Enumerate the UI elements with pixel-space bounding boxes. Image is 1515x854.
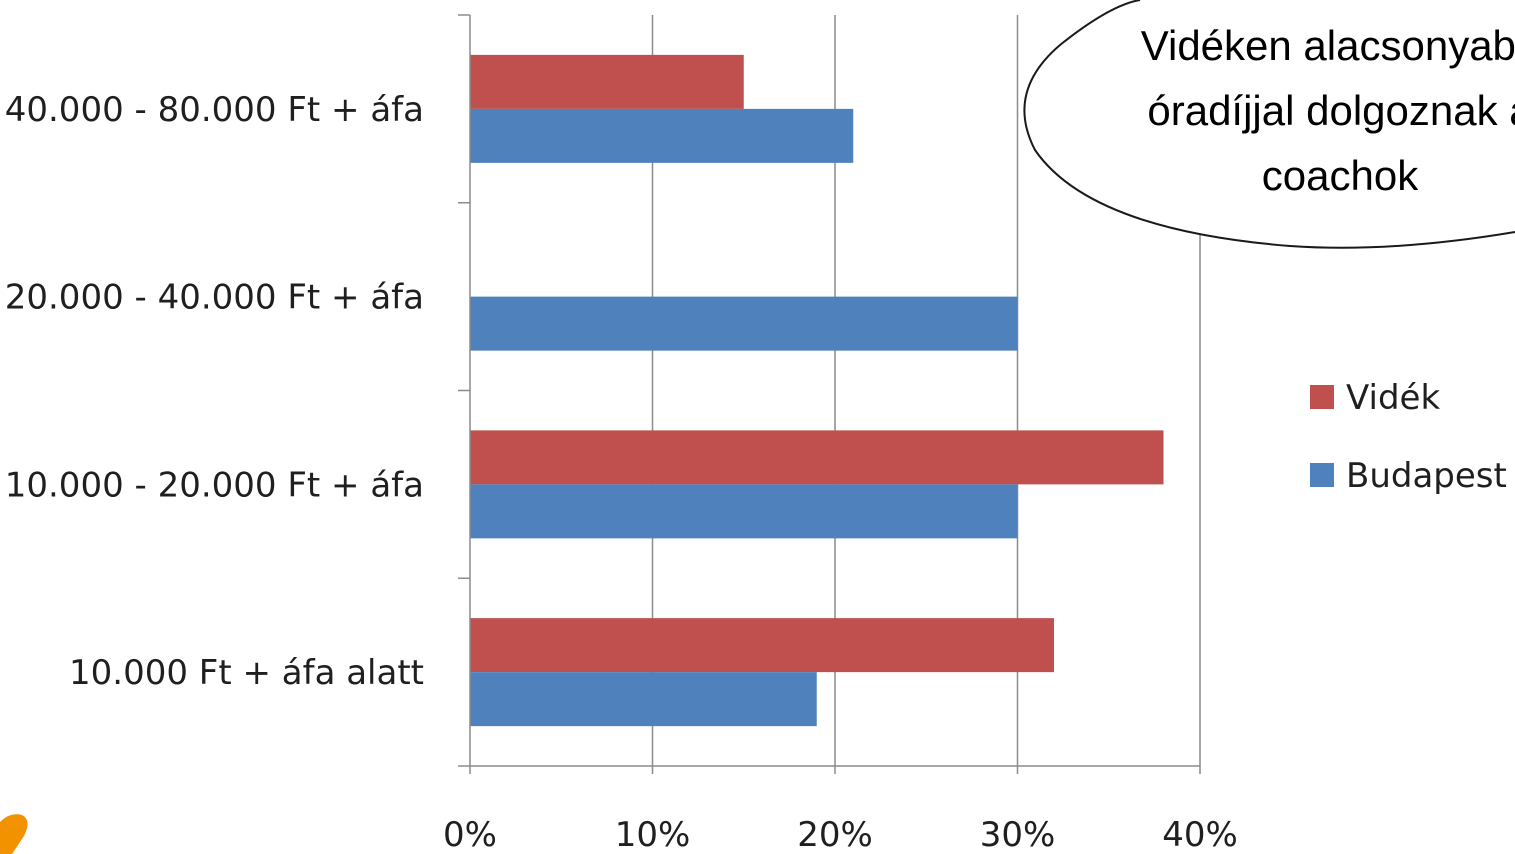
bar-videk (470, 430, 1164, 485)
legend: Vidék Budapest (1310, 378, 1507, 496)
legend-label: Vidék (1346, 378, 1440, 418)
legend-swatch (1310, 463, 1334, 487)
callout-bubble (1024, 0, 1515, 248)
bar-videk (470, 618, 1054, 673)
bar-budapest (470, 484, 1018, 539)
category-labels: 40.000 - 80.000 Ft + áfa 20.000 - 40.000 … (5, 90, 424, 693)
legend-swatch (1310, 385, 1334, 409)
x-tick-label: 20% (797, 815, 873, 854)
bar-budapest (470, 296, 1018, 351)
x-tick-label: 30% (980, 815, 1056, 854)
bar-budapest (470, 108, 854, 163)
callout-line-3: coachok (1262, 152, 1419, 199)
category-label: 10.000 Ft + áfa alatt (69, 653, 424, 693)
orange-logo-icon (0, 814, 28, 854)
x-tick-label: 40% (1162, 815, 1238, 854)
x-tick-label: 10% (615, 815, 691, 854)
legend-label: Budapest (1346, 456, 1507, 496)
callout-line-1: Vidéken alacsonyabb (1141, 22, 1515, 69)
x-tick-labels: 0% 10% 20% 30% 40% (443, 815, 1238, 854)
logo-mark (0, 814, 28, 854)
category-label: 40.000 - 80.000 Ft + áfa (5, 90, 424, 130)
callout-outline (1023, 0, 1515, 249)
callout: Vidéken alacsonyabb óradíjjal dolgoznak … (1023, 0, 1515, 249)
callout-line-2: óradíjjal dolgoznak a (1147, 87, 1515, 134)
axes (458, 14, 1201, 774)
category-label: 20.000 - 40.000 Ft + áfa (5, 278, 424, 318)
x-tick-label: 0% (443, 815, 497, 854)
bars (470, 54, 1164, 727)
category-label: 10.000 - 20.000 Ft + áfa (5, 465, 424, 505)
bar-videk (470, 54, 744, 109)
bar-budapest (470, 672, 817, 727)
